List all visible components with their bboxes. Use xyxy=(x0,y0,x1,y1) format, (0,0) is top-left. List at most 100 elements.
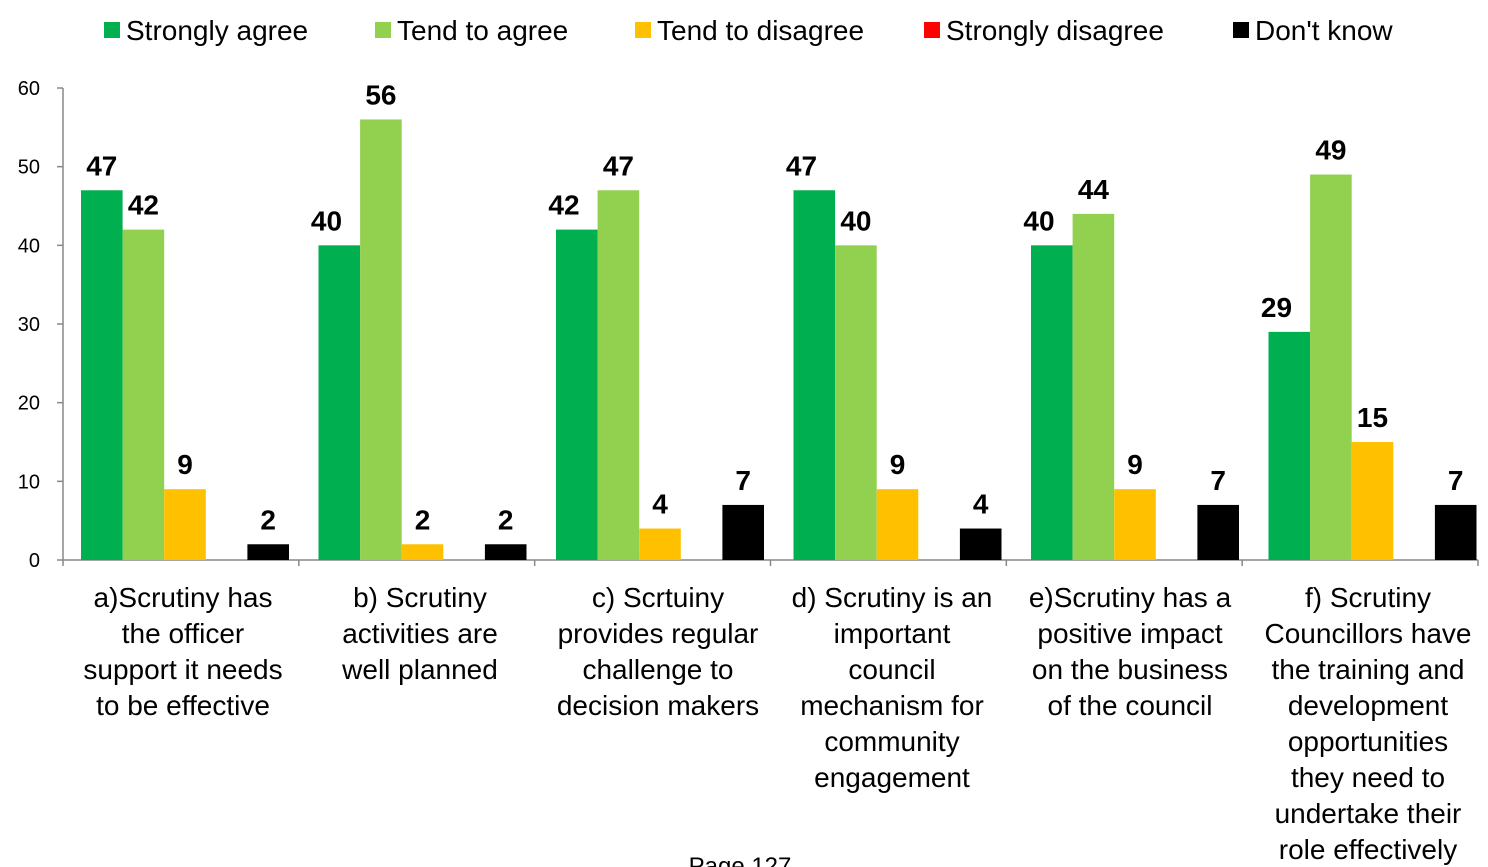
category-label-line: c) Scrtuiny xyxy=(592,582,724,613)
bar xyxy=(122,229,165,560)
y-tick-label: 40 xyxy=(18,235,40,257)
category-label-line: role effectively xyxy=(1279,834,1457,865)
legend-swatch xyxy=(375,22,391,38)
legend-label: Don't know xyxy=(1255,15,1393,46)
data-label: 9 xyxy=(177,449,193,480)
legend-swatch xyxy=(924,22,940,38)
bar xyxy=(793,190,836,560)
category-label-line: well planned xyxy=(341,654,498,685)
category-label-line: on the business xyxy=(1032,654,1228,685)
category-label-line: challenge to xyxy=(582,654,733,685)
category-label-line: activities are xyxy=(342,618,498,649)
category-label-line: council xyxy=(848,654,935,685)
category-label-line: positive impact xyxy=(1037,618,1222,649)
chart-bars xyxy=(81,119,1477,561)
bar xyxy=(1114,489,1156,560)
category-labels: a)Scrutiny has the officer support it need… xyxy=(83,582,1471,865)
category-label: c) Scrtuiny provides regular challenge to d… xyxy=(557,582,759,721)
bar xyxy=(484,544,527,560)
legend-label: Tend to disagree xyxy=(657,15,864,46)
category-label-line: the training and xyxy=(1271,654,1464,685)
data-label: 40 xyxy=(311,205,342,236)
category-label: f) Scrutiny Councillors have the training … xyxy=(1265,582,1472,865)
bar xyxy=(401,544,444,560)
legend-swatch xyxy=(1233,22,1249,38)
bar xyxy=(722,504,764,560)
category-label-line: mechanism for xyxy=(800,690,984,721)
data-label: 2 xyxy=(260,504,276,535)
category-label: a)Scrutiny has the officer support it need… xyxy=(83,582,282,721)
category-label: d) Scrutiny is an important council mechani… xyxy=(792,582,993,793)
category-label-line: provides regular xyxy=(558,618,759,649)
category-label-line: opportunities xyxy=(1288,726,1448,757)
data-label: 47 xyxy=(86,150,117,181)
category-label-line: Councillors have xyxy=(1265,618,1472,649)
legend-swatch xyxy=(635,22,651,38)
category-label-line: d) Scrutiny is an xyxy=(792,582,993,613)
data-label: 47 xyxy=(786,150,817,181)
bar xyxy=(1268,331,1311,560)
category-label-line: of the council xyxy=(1048,690,1213,721)
bar xyxy=(1434,504,1477,560)
bar xyxy=(1031,245,1073,561)
category-label-line: engagement xyxy=(814,762,970,793)
data-label: 40 xyxy=(1023,205,1054,236)
bar xyxy=(597,190,640,560)
data-label: 7 xyxy=(1448,465,1464,496)
bar xyxy=(959,528,1002,560)
y-tick-label: 0 xyxy=(29,550,40,572)
y-tick-label: 10 xyxy=(18,471,40,493)
legend-label: Strongly agree xyxy=(126,15,308,46)
category-label-line: to be effective xyxy=(96,690,270,721)
legend-label: Tend to agree xyxy=(397,15,568,46)
data-label: 47 xyxy=(603,150,634,181)
page-footer: Page 127 xyxy=(689,853,792,867)
bar xyxy=(360,119,402,560)
category-label-line: e)Scrutiny has a xyxy=(1029,582,1232,613)
bar xyxy=(1197,504,1239,560)
y-tick-label: 50 xyxy=(18,157,40,179)
y-tick-label: 30 xyxy=(18,314,40,336)
bar xyxy=(876,489,919,560)
category-label: b) Scrutiny activities are well planned xyxy=(341,582,498,685)
data-label: 9 xyxy=(1127,449,1143,480)
legend-label: Strongly disagree xyxy=(946,15,1164,46)
chart-axes: 0 10 20 30 40 50 60 xyxy=(18,78,1479,572)
data-label: 29 xyxy=(1261,292,1292,323)
data-label: 4 xyxy=(652,489,668,520)
category-label-line: decision makers xyxy=(557,690,759,721)
data-label: 2 xyxy=(498,504,514,535)
data-label: 7 xyxy=(1210,465,1226,496)
bar xyxy=(318,245,361,561)
category-label-line: the officer xyxy=(122,618,244,649)
category-label-line: community xyxy=(824,726,959,757)
bar xyxy=(835,245,877,561)
category-label-line: important xyxy=(834,618,951,649)
bar xyxy=(639,528,681,560)
data-label: 42 xyxy=(548,190,579,221)
bar xyxy=(164,489,206,560)
category-label-line: development xyxy=(1288,690,1449,721)
data-label: 40 xyxy=(840,205,871,236)
bar xyxy=(1310,174,1352,561)
data-label: 49 xyxy=(1315,135,1346,166)
y-tick-label: 60 xyxy=(18,78,40,100)
category-label-line: support it needs xyxy=(83,654,282,685)
legend-swatch xyxy=(104,22,120,38)
data-label: 15 xyxy=(1357,402,1388,433)
data-label: 4 xyxy=(973,489,989,520)
category-label: e)Scrutiny has a positive impact on the bu… xyxy=(1029,582,1232,721)
data-label: 56 xyxy=(365,79,396,110)
category-label-line: they need to xyxy=(1291,762,1445,793)
data-label: 42 xyxy=(128,190,159,221)
data-label: 2 xyxy=(415,504,431,535)
bar xyxy=(247,544,289,560)
data-label: 7 xyxy=(735,465,751,496)
bar xyxy=(556,229,598,560)
bar xyxy=(81,190,123,560)
chart-legend: Strongly agree Tend to agree Tend to disag… xyxy=(104,15,1393,46)
category-label-line: a)Scrutiny has xyxy=(94,582,273,613)
category-label-line: b) Scrutiny xyxy=(353,582,487,613)
